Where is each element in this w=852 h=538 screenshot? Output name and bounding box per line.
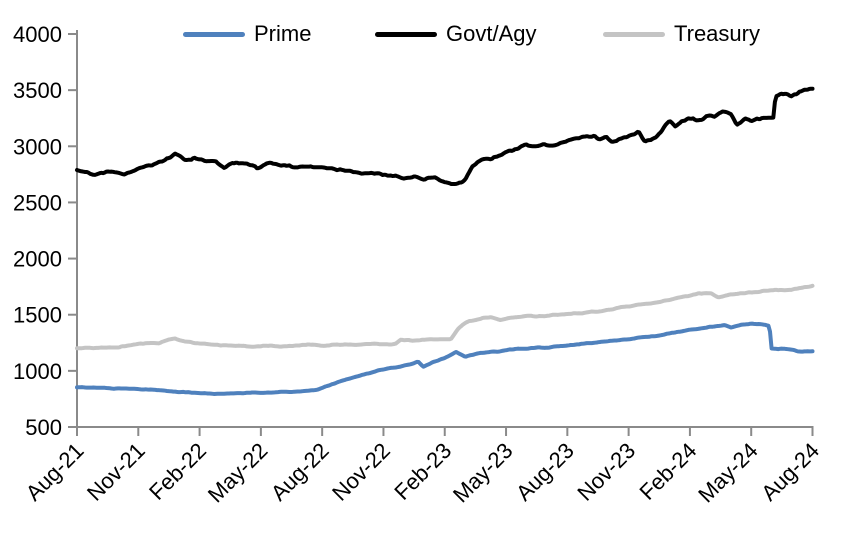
x-tick-label: May-24 xyxy=(693,438,763,508)
y-tick-label: 4000 xyxy=(13,22,62,47)
y-tick-label: 1000 xyxy=(13,359,62,384)
y-tick-label: 1500 xyxy=(13,303,62,328)
x-tick-label: Nov-23 xyxy=(572,438,640,506)
series-line-treasury xyxy=(75,283,815,351)
series-line-govt-agy xyxy=(75,86,815,186)
y-tick-label: 2500 xyxy=(13,190,62,215)
x-tick-label: Aug-22 xyxy=(266,438,334,506)
y-tick-label: 2000 xyxy=(13,247,62,272)
y-tick-label: 500 xyxy=(25,415,62,440)
x-tick-label: May-22 xyxy=(203,438,273,508)
x-tick-label: Nov-21 xyxy=(82,438,150,506)
x-tick-label: May-23 xyxy=(448,438,518,508)
x-tick-label: Feb-22 xyxy=(144,438,211,505)
x-tick-label: Feb-23 xyxy=(389,438,456,505)
x-tick-label: Aug-24 xyxy=(756,438,824,506)
x-tick-label: Feb-24 xyxy=(634,438,701,505)
series-line-prime xyxy=(75,321,815,396)
y-tick-label: 3000 xyxy=(13,134,62,159)
y-tick-label: 3500 xyxy=(13,78,62,103)
x-tick-label: Aug-21 xyxy=(21,438,89,506)
x-tick-label: Aug-23 xyxy=(511,438,579,506)
x-tick-label: Nov-22 xyxy=(327,438,395,506)
